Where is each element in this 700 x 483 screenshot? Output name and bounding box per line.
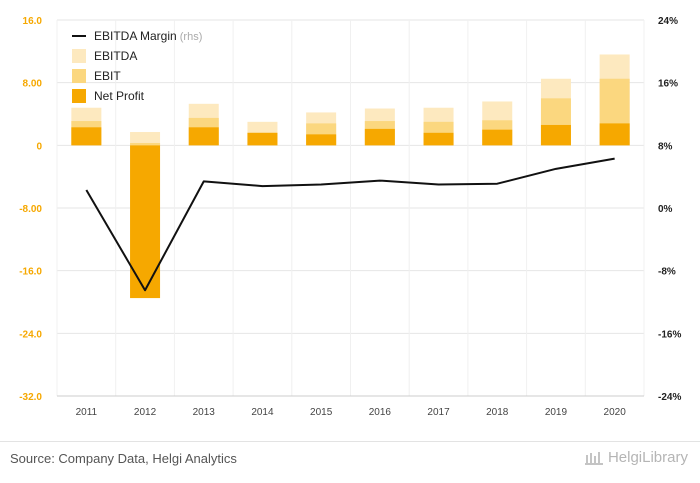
x-tick-label: 2011 xyxy=(76,407,98,418)
bar-net-profit xyxy=(188,127,219,146)
bar-net-profit xyxy=(71,127,102,146)
legend-label-suffix: (rhs) xyxy=(177,31,203,43)
legend-swatch xyxy=(72,89,86,103)
x-tick-label: 2019 xyxy=(545,407,568,418)
x-tick-label: 2014 xyxy=(251,407,274,418)
bar-net-profit xyxy=(364,128,395,146)
bar-net-profit xyxy=(130,145,161,299)
brand-logo[interactable]: HelgiLibrary xyxy=(584,449,688,466)
y-left-tick-label: 16.0 xyxy=(23,16,43,27)
y-right-tick-label: 24% xyxy=(658,16,678,27)
footer: Source: Company Data, Helgi Analytics He… xyxy=(0,441,700,483)
legend-swatch xyxy=(72,69,86,83)
x-tick-label: 2012 xyxy=(134,407,157,418)
y-right-tick-label: -24% xyxy=(658,392,681,403)
x-tick-label: 2016 xyxy=(369,407,392,418)
y-left-tick-label: -8.00 xyxy=(19,204,42,215)
bar-net-profit xyxy=(599,123,630,146)
legend-label: EBITDA Margin (rhs) xyxy=(94,29,202,43)
bar-net-profit xyxy=(423,132,454,146)
legend-swatch xyxy=(72,49,86,63)
line-ebitda-margin xyxy=(85,157,615,292)
library-icon xyxy=(584,451,603,465)
source-note: Source: Company Data, Helgi Analytics xyxy=(10,451,237,466)
chart: 16.0 8.00 0 -8.00 -16.0 -24.0 -32.0 24% 16% 8% 0% -… xyxy=(19,16,681,418)
y-left-tick-label: -16.0 xyxy=(19,267,42,278)
bar-net-profit xyxy=(306,134,337,146)
x-tick-label: 2017 xyxy=(427,407,450,418)
y-left-tick-label: -32.0 xyxy=(19,392,42,403)
bar-net-profit xyxy=(482,129,513,146)
bar-net-profit xyxy=(247,132,278,146)
y-right-tick-label: 8% xyxy=(658,141,673,152)
bar-ebitda xyxy=(130,132,161,146)
bar-ebit xyxy=(130,142,161,146)
x-tick-label: 2013 xyxy=(193,407,216,418)
x-tick-label: 2020 xyxy=(604,407,627,418)
legend-label: EBITDA xyxy=(94,49,137,63)
y-right-tick-label: -8% xyxy=(658,267,676,278)
y-right-tick-label: 0% xyxy=(658,204,673,215)
y-left-tick-label: 8.00 xyxy=(23,79,43,90)
y-right-tick-label: -16% xyxy=(658,329,681,340)
y-right-tick-label: 16% xyxy=(658,79,678,90)
brand-name: HelgiLibrary xyxy=(607,449,688,466)
x-tick-label: 2015 xyxy=(310,407,333,418)
y-left-tick-label: -24.0 xyxy=(19,329,42,340)
legend-label: EBIT xyxy=(94,69,121,83)
bar-net-profit xyxy=(540,124,571,146)
x-tick-label: 2018 xyxy=(486,407,509,418)
footer-divider xyxy=(0,441,700,442)
legend-label: Net Profit xyxy=(94,89,145,103)
y-left-tick-label: 0 xyxy=(36,141,42,152)
